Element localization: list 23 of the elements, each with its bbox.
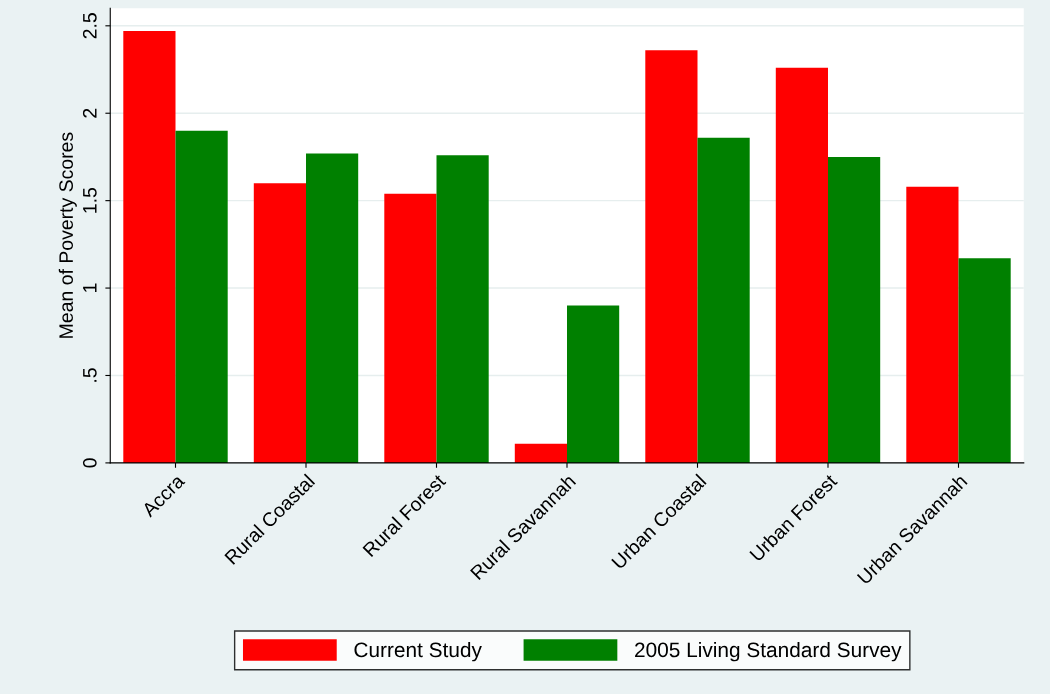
bar: [175, 130, 228, 463]
legend-label: 2005 Living Standard Survey: [635, 641, 902, 662]
bar: [123, 31, 176, 463]
bar: [958, 258, 1011, 463]
bar: [514, 443, 567, 463]
bar: [253, 183, 306, 463]
y-tick-label: 1.5: [83, 187, 97, 213]
bar: [436, 155, 489, 463]
bar: [306, 153, 359, 463]
y-tick-label: 1: [83, 283, 97, 292]
y-tick-label: 0: [82, 458, 97, 468]
y-tick-label: 2: [82, 108, 97, 118]
bar: [645, 50, 698, 463]
y-tick-label: 2.5: [82, 13, 97, 39]
bar: [828, 156, 881, 463]
bar: [384, 193, 437, 463]
bar: [775, 67, 828, 463]
bar: [697, 137, 750, 463]
y-tick-label: .5: [83, 368, 97, 382]
legend-label: Current Study: [354, 641, 482, 662]
bar: [567, 305, 620, 463]
bar: [906, 186, 959, 463]
y-axis-title: Mean of Poverty Scores: [58, 132, 77, 338]
